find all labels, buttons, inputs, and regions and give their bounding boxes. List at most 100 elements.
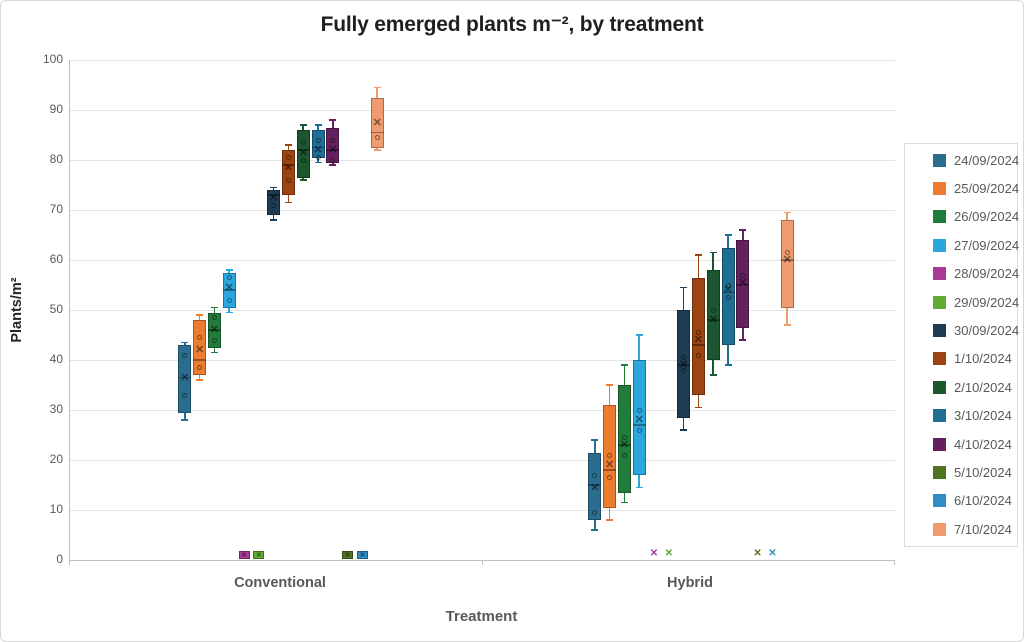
legend-label: 30/09/2024 <box>954 323 1020 339</box>
box-body[interactable] <box>296 130 310 178</box>
legend-swatch <box>933 267 946 281</box>
y-axis-tick-label: 90 <box>49 102 63 116</box>
whisker-cap <box>709 374 717 376</box>
median-line <box>588 484 602 486</box>
box-body[interactable] <box>281 150 295 195</box>
legend-label: 27/09/2024 <box>954 237 1020 253</box>
whisker-cap <box>606 384 614 386</box>
mean-marker: ✕ <box>782 254 792 266</box>
whisker-cap <box>314 124 322 126</box>
whisker-cap <box>181 341 189 344</box>
legend-item[interactable]: 4/10/2024 <box>933 430 1017 458</box>
mean-marker: ✕ <box>738 276 748 289</box>
mean-marker: ✕ <box>194 344 205 356</box>
legend-item[interactable]: 3/10/2024 <box>933 402 1017 430</box>
whisker-cap <box>181 419 189 421</box>
zero-marker[interactable]: ✕ <box>664 548 673 559</box>
legend-item[interactable]: 5/10/2024 <box>933 458 1017 486</box>
box-body[interactable] <box>677 310 691 418</box>
outlier-dot <box>300 140 306 145</box>
legend-swatch <box>933 352 946 366</box>
legend-label: 25/09/2024 <box>954 181 1020 197</box>
whisker-cap <box>284 144 292 146</box>
mean-marker: ✕ <box>634 414 644 426</box>
mean-marker: ✕ <box>372 116 382 129</box>
chart-title: Fully emerged plants m⁻², by treatment <box>320 13 704 36</box>
legend-item[interactable]: 28/09/2024 <box>933 260 1020 288</box>
whisker-cap <box>196 314 204 316</box>
outlier-dot <box>315 155 321 160</box>
legend-swatch <box>933 409 946 423</box>
legend-swatch <box>933 238 946 252</box>
legend-item[interactable]: 29/09/2024 <box>933 288 1020 316</box>
box-body[interactable] <box>207 312 221 348</box>
median-line <box>267 194 281 196</box>
outlier-dot <box>621 435 627 440</box>
whisker-cap <box>620 501 628 504</box>
y-axis-tick-label: 60 <box>49 252 63 266</box>
whisker-cap <box>314 161 322 164</box>
mean-marker: ✕ <box>268 191 279 204</box>
x-axis-tick <box>69 560 70 565</box>
zero-marker[interactable]: ✕ <box>768 548 777 559</box>
legend-item[interactable]: 25/09/2024 <box>933 174 1020 202</box>
legend-item[interactable]: 27/09/2024 <box>933 231 1020 259</box>
box-body[interactable] <box>780 220 794 308</box>
outlier-dot <box>226 297 232 303</box>
legend-item[interactable]: 6/10/2024 <box>933 487 1017 515</box>
zero-marker[interactable]: ✕ <box>238 551 250 559</box>
legend-item[interactable]: 7/10/2024 <box>933 515 1017 543</box>
whisker-cap <box>709 251 717 254</box>
legend-label: 3/10/2024 <box>954 408 1012 424</box>
mean-marker: ✕ <box>313 144 323 156</box>
box-body[interactable] <box>736 240 750 328</box>
legend-item[interactable]: 1/10/2024 <box>933 345 1017 373</box>
median-line <box>721 291 735 294</box>
box-body[interactable] <box>706 270 720 360</box>
gridline <box>70 510 895 511</box>
outlier-dot <box>211 337 217 343</box>
gridline <box>70 410 895 411</box>
outlier-dot <box>710 307 716 313</box>
y-axis-tick-label: 50 <box>49 302 63 316</box>
whisker-cap <box>694 406 702 409</box>
legend-label: 1/10/2024 <box>954 351 1012 367</box>
box-body[interactable] <box>588 452 602 520</box>
legend-item[interactable]: 30/09/2024 <box>933 316 1020 344</box>
box-body[interactable] <box>632 360 646 475</box>
median-line <box>370 131 384 134</box>
median-line <box>222 289 236 291</box>
box-body[interactable] <box>178 345 192 413</box>
legend-label: 29/09/2024 <box>954 294 1020 310</box>
zero-marker[interactable]: ✕ <box>253 551 265 559</box>
gridline <box>70 60 895 61</box>
whisker-cap <box>635 486 643 489</box>
zero-marker[interactable]: ✕ <box>356 551 368 559</box>
whisker-cap <box>606 519 614 521</box>
zero-marker[interactable]: ✕ <box>649 548 659 559</box>
zero-marker[interactable]: ✕ <box>342 551 354 559</box>
outlier-dot <box>607 452 613 458</box>
y-axis-tick-label: 20 <box>49 452 63 466</box>
whisker-cap <box>210 306 218 309</box>
outlier-dot <box>725 295 731 300</box>
zero-marker[interactable]: ✕ <box>753 548 762 559</box>
box-body[interactable] <box>222 272 236 308</box>
legend-label: 24/09/2024 <box>954 152 1020 168</box>
whisker-cap <box>329 119 337 121</box>
box-body[interactable] <box>691 277 705 395</box>
x-axis-tick <box>481 560 483 565</box>
box-body[interactable] <box>193 320 207 375</box>
gridline <box>70 160 895 161</box>
legend-label: 28/09/2024 <box>954 266 1020 282</box>
box-body[interactable] <box>370 97 384 148</box>
outlier-dot <box>315 137 321 143</box>
legend-item[interactable]: 24/09/2024 <box>933 146 1020 174</box>
mean-marker: ✕ <box>209 324 219 336</box>
whisker-cap <box>694 254 702 256</box>
legend-swatch <box>933 494 946 508</box>
legend-item[interactable]: 26/09/2024 <box>933 203 1019 231</box>
outlier-dot <box>330 157 336 163</box>
legend-item[interactable]: 2/10/2024 <box>933 373 1017 401</box>
gridline <box>70 360 895 361</box>
